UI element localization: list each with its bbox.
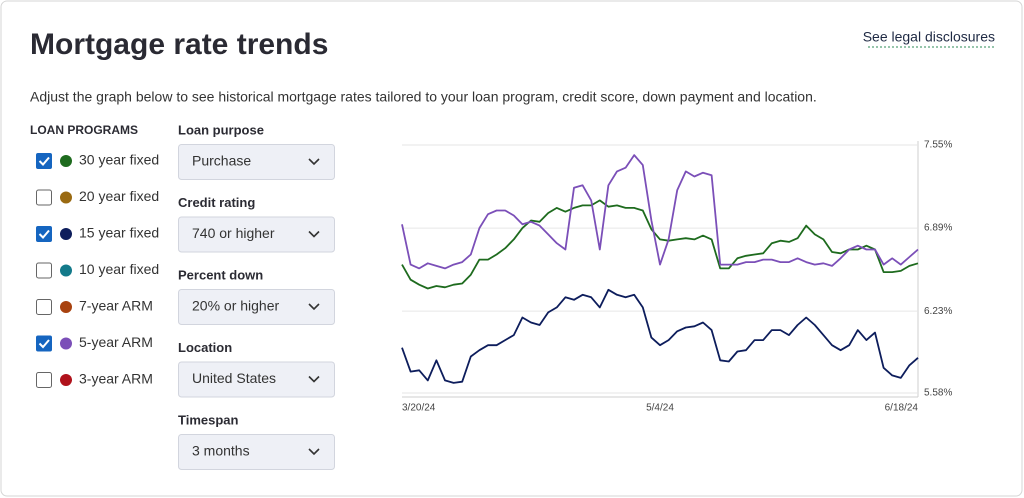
program-color [60,301,72,313]
program-name: 20 year fixed [79,188,159,204]
rate-line [401,154,919,270]
dropdown[interactable]: 3 months [178,434,335,470]
chevron [308,158,320,166]
program-option[interactable]: 5-year ARM [36,334,153,352]
program-name: 30 year fixed [79,152,159,168]
page-title: Mortgage rate trends [30,28,328,61]
check-icon [38,156,50,166]
program-option[interactable]: 3-year ARM [36,371,153,388]
control-label: Loan purpose [178,122,264,137]
dropdown-box[interactable] [178,434,335,470]
check-icon [38,229,50,239]
program-color [60,374,72,386]
program-option[interactable]: 15 year fixed [36,225,159,242]
program-option[interactable]: 7-year ARM [36,298,153,315]
program-name: 5-year ARM [79,334,153,350]
dropdown-value: 740 or higher [192,225,275,241]
dropdown-value: Purchase [192,153,251,169]
y-tick-label: 6.89% [924,223,952,234]
program-color [60,191,72,204]
checkbox-checked[interactable] [36,153,52,169]
dropdown-box[interactable] [178,216,335,253]
program-color [60,155,72,167]
program-name: 3-year ARM [79,371,153,387]
program-option[interactable]: 20 year fixed [36,188,160,206]
dropdown-box[interactable] [178,361,335,398]
y-tick-label: 7.55% [924,140,952,151]
program-option[interactable]: 10 year fixed [36,261,160,279]
dropdown-box[interactable] [178,144,335,180]
checkbox-checked[interactable] [36,226,52,242]
dropdown[interactable]: Purchase [178,144,335,180]
x-tick-label: 5/4/24 [646,403,674,414]
control-label: Timespan [178,412,239,427]
dropdown[interactable]: 20% or higher [178,289,335,325]
chart: 5.58% 6.23% 6.89% 7.55% 3/20/24 5/4/24 6/18/24 [401,140,952,414]
control-label: Credit rating [178,195,255,210]
program-option[interactable]: 30 year fixed [36,152,159,169]
dropdown[interactable]: United States [178,361,335,398]
checkbox[interactable] [36,372,52,388]
legal-link[interactable]: See legal disclosures [863,29,995,45]
dropdown-box[interactable] [178,289,335,325]
checkbox[interactable] [36,189,52,206]
dropdown-value: 3 months [192,443,250,459]
chevron [308,303,320,311]
rate-line [401,199,919,290]
control-label: Percent down [178,267,263,282]
dropdown-value: 20% or higher [192,298,280,314]
description: Adjust the graph below to see historical… [30,89,817,105]
program-color [60,337,72,350]
x-tick-label: 6/18/24 [885,403,919,414]
program-name: 15 year fixed [79,225,159,241]
program-list: 30 year fixed 20 year fixed 15 year fixed 1… [36,152,159,388]
control-list: Loan purpose Purchase Credit rating 740 or … [178,122,335,470]
program-color [60,228,72,240]
chevron [308,230,320,238]
checkbox[interactable] [36,299,52,315]
dropdown[interactable]: 740 or higher [178,216,335,253]
program-color [60,264,72,277]
program-name: 10 year fixed [79,261,159,277]
checkbox-checked[interactable] [36,335,52,352]
rate-line [401,288,919,384]
program-name: 7-year ARM [79,298,153,314]
check-icon [38,339,50,349]
dropdown-value: United States [192,370,276,386]
chevron [308,448,320,456]
y-tick-label: 5.58% [924,388,952,399]
checkbox[interactable] [36,262,52,279]
control-label: Location [178,340,232,355]
y-tick-label: 6.23% [924,306,952,317]
programs-heading: LOAN PROGRAMS [30,123,138,137]
x-tick-label: 3/20/24 [402,403,436,414]
chevron [308,375,320,383]
